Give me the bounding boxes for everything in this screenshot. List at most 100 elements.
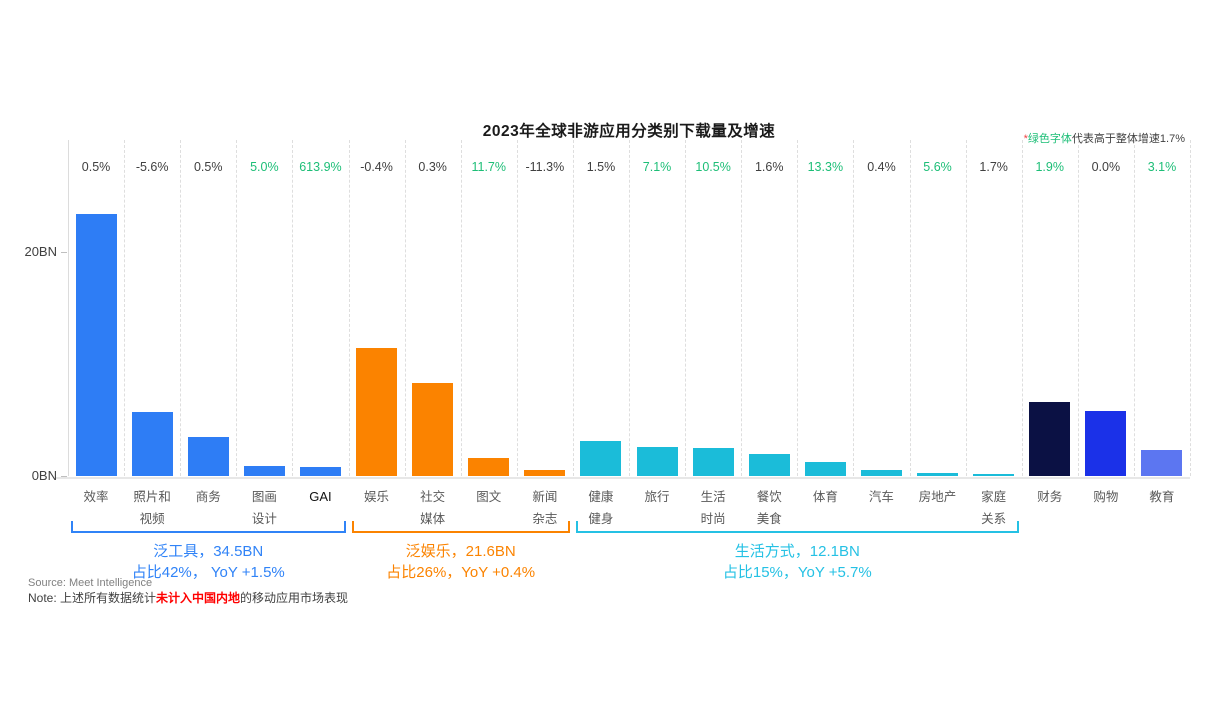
gridline <box>516 140 518 476</box>
category-label: 时尚 <box>700 512 726 526</box>
growth-label: 0.4% <box>867 160 896 174</box>
growth-label: 0.5% <box>81 160 111 174</box>
growth-label: -11.3% <box>525 160 565 174</box>
growth-label: -0.4% <box>360 160 393 174</box>
group-bracket-1 <box>351 521 570 533</box>
category-label: 图文 <box>476 490 502 504</box>
category-label: 社交 <box>420 490 446 504</box>
footnote-suffix: 的移动应用市场表现 <box>240 591 349 605</box>
category-label: 房地产 <box>918 490 957 504</box>
category-label: 杂志 <box>532 512 558 526</box>
category-label: 娱乐 <box>364 490 390 504</box>
y-axis-tick <box>61 476 67 477</box>
gridline <box>965 140 967 476</box>
growth-label: 5.0% <box>250 160 279 174</box>
y-axis-label-20bn: 20BN <box>24 244 57 259</box>
y-axis-line <box>68 140 69 476</box>
gridline <box>685 140 687 476</box>
growth-label: 5.6% <box>923 160 952 174</box>
category-label: 商务 <box>195 490 221 504</box>
growth-label: -5.6% <box>135 160 169 174</box>
bar-照片和视频 <box>132 412 173 476</box>
bar-汽车 <box>861 470 902 476</box>
category-label: 教育 <box>1149 490 1175 504</box>
growth-label: 11.7% <box>471 160 506 174</box>
group-label-1: 泛娱乐，21.6BN <box>405 543 516 560</box>
group-label-2: 生活方式，12.1BN <box>734 543 860 560</box>
chart-title: 2023年全球非游应用分类别下载量及增速 <box>482 123 776 140</box>
category-label: 旅行 <box>644 490 670 504</box>
bar-GAI <box>300 467 341 476</box>
growth-label: 1.6% <box>754 160 784 174</box>
source-text: Source: Meet Intelligence <box>28 577 153 589</box>
gridline <box>180 140 182 476</box>
group-label-0: 泛工具，34.5BN <box>153 543 264 560</box>
footnote-highlight: 未计入中国内地 <box>156 591 241 605</box>
bar-图文 <box>468 458 509 476</box>
gridline <box>236 140 238 476</box>
growth-label: 7.1% <box>642 160 672 174</box>
growth-label: 13.3% <box>807 160 844 174</box>
bar-旅行 <box>637 447 678 476</box>
x-axis-baseline <box>56 477 1190 479</box>
gridline <box>629 140 630 476</box>
y-axis-tick <box>61 252 67 253</box>
category-label: GAI <box>309 489 332 504</box>
category-label: 效率 <box>83 490 109 504</box>
bar-教育 <box>1141 450 1182 476</box>
gridline <box>1077 140 1079 476</box>
gridline <box>797 140 799 476</box>
group-bracket-2 <box>575 521 1019 533</box>
category-label: 美食 <box>756 512 782 526</box>
bar-商务 <box>188 437 229 476</box>
growth-label: 1.5% <box>586 160 616 174</box>
category-label: 照片和 <box>133 490 171 504</box>
category-label: 餐饮 <box>756 490 782 504</box>
category-label: 财务 <box>1037 490 1063 504</box>
growth-label: 0.5% <box>193 160 223 174</box>
category-label: 家庭 <box>981 490 1007 504</box>
growth-label: 0.0% <box>1091 160 1121 174</box>
footnote-prefix: Note: 上述所有数据统计 <box>28 591 157 605</box>
gridline <box>348 140 350 476</box>
category-label: 汽车 <box>868 490 894 504</box>
gridline <box>853 140 855 476</box>
category-label: 健康 <box>588 490 614 504</box>
growth-label: 3.1% <box>1147 160 1177 174</box>
bar-购物 <box>1085 411 1126 476</box>
y-axis-label-0bn: 0BN <box>31 468 57 483</box>
category-label: 图画 <box>251 490 277 504</box>
category-label: 购物 <box>1093 490 1119 504</box>
legend-note-green-text: 绿色字体 <box>1027 133 1072 145</box>
growth-label: 1.9% <box>1035 160 1064 174</box>
gridline <box>572 140 574 476</box>
gridline <box>460 140 462 476</box>
group-detail-1: 占比26%，YoY +0.4% <box>386 564 536 581</box>
category-label: 设计 <box>251 512 277 526</box>
gridline <box>1190 140 1191 476</box>
growth-label: 1.7% <box>979 160 1008 174</box>
legend-note-asterisk: * <box>1023 133 1028 145</box>
gridline <box>292 140 294 476</box>
bar-健康健身 <box>580 441 621 476</box>
legend-note-rest: 代表高于整体增速1.7% <box>1071 133 1185 145</box>
gridline <box>1133 140 1135 476</box>
category-label: 视频 <box>139 512 165 526</box>
group-detail-2: 占比15%，YoY +5.7% <box>722 564 872 581</box>
group-bracket-0 <box>71 521 346 533</box>
growth-label: 613.9% <box>299 160 342 174</box>
gridline <box>124 140 126 476</box>
bar-生活时尚 <box>693 448 734 476</box>
bar-社交媒体 <box>412 383 453 476</box>
bar-体育 <box>805 462 846 476</box>
bar-餐饮美食 <box>749 454 790 476</box>
bar-家庭关系 <box>973 474 1014 476</box>
category-label: 健身 <box>588 512 614 526</box>
bar-图画设计 <box>244 466 285 476</box>
bar-房地产 <box>917 473 958 476</box>
gridline <box>1021 140 1023 476</box>
bar-财务 <box>1029 402 1070 476</box>
gridline <box>404 140 406 476</box>
